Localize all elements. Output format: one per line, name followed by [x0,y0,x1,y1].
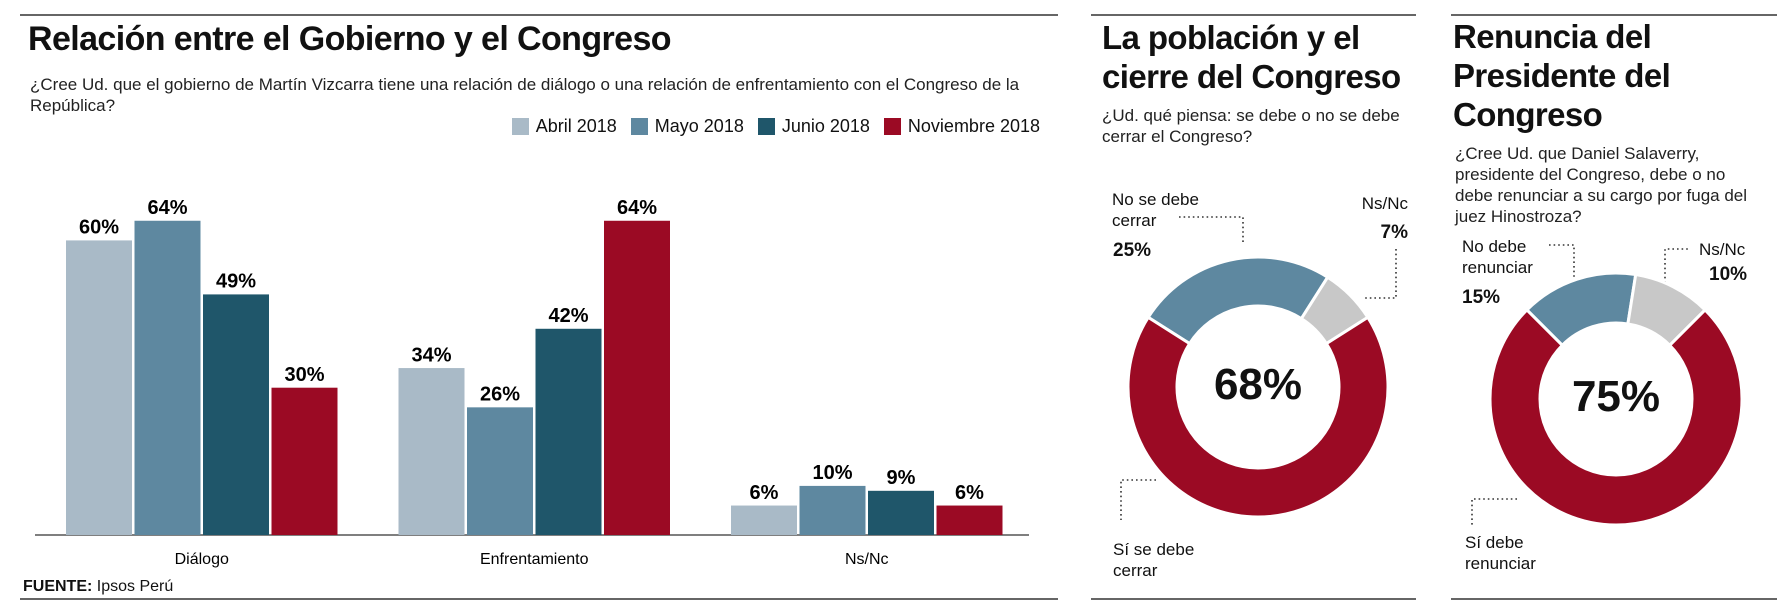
slice-value-label: 7% [1380,222,1408,243]
legend-swatch [511,118,529,135]
legend-item: Abril 2018 [511,116,617,137]
leader-line [1364,249,1397,299]
x-tick-label: Enfrentamiento [480,551,589,568]
legend-label: Mayo 2018 [654,116,744,136]
value-label: 30% [284,364,324,386]
chart-subtitle: ¿Cree Ud. que Daniel Salaverry, presiden… [1455,144,1748,226]
bar [936,505,1003,535]
bar [535,328,602,535]
slice-label: No se debe cerrar [1112,190,1199,230]
legend-swatch [883,118,901,135]
slice-label: Ns/Nc [1361,194,1408,213]
chart-title: Renuncia del Presidente del Congreso [1453,18,1671,133]
x-tick-label: Diálogo [175,551,229,568]
bar [868,490,934,535]
bar [731,505,797,535]
legend: Abril 2018 Mayo 2018 Junio 2018 Noviembre 2… [511,116,1040,137]
value-label: 64% [617,197,657,219]
bar [467,407,533,535]
bar [271,387,338,535]
bar [604,220,670,535]
slice-value-label: 10% [1709,264,1748,285]
value-label: 42% [548,305,588,327]
donut-slice [1488,307,1744,527]
leader-line [1471,498,1517,526]
source-label: FUENTE: [23,578,93,595]
value-label: 9% [887,467,916,489]
center-value-label: 68% [1213,360,1303,409]
x-tick-label: Ns/Nc [845,551,889,568]
value-label: 26% [480,384,520,406]
value-label: 6% [750,482,779,504]
donut-slice [1126,315,1390,519]
value-label: 10% [812,462,852,484]
chart-title: Relación entre el Gobierno y el Congreso [28,20,672,58]
slice-label: Sí se debe cerrar [1113,540,1195,580]
source: FUENTE: Ipsos Perú [23,578,173,596]
value-label: 34% [411,344,451,366]
center-value-label: 75% [1571,372,1661,421]
slice-value-label: 15% [1462,287,1501,308]
value-label: 6% [955,482,984,504]
source-text: Ipsos Perú [96,578,174,595]
slice-label: Sí debe renunciar [1465,533,1536,573]
value-label: 49% [216,271,256,293]
leader-line [1664,248,1690,283]
legend-item: Junio 2018 [757,116,870,137]
donut-slice [1146,255,1330,346]
slice-label: Ns/Nc [1699,240,1746,259]
leader-line [1549,244,1575,277]
legend-item: Mayo 2018 [630,116,744,137]
value-label: 64% [147,197,187,219]
legend-item: Noviembre 2018 [883,116,1040,137]
leader-line [1120,479,1156,520]
legend-swatch [757,118,775,135]
value-label: 60% [79,217,119,239]
chart-title: La población y el cierre del Congreso [1102,19,1401,95]
legend-label: Junio 2018 [781,116,870,136]
legend-label: Noviembre 2018 [907,116,1040,136]
slice-label: No debe renunciar [1462,237,1533,277]
bar [203,294,269,535]
chart-subtitle: ¿Ud. qué piensa: se debe o no se debe ce… [1102,106,1400,146]
bar [134,220,201,535]
legend-label: Abril 2018 [535,116,617,136]
legend-swatch [630,118,648,135]
bar [66,240,132,535]
bar [398,368,465,535]
chart-subtitle: ¿Cree Ud. que el gobierno de Martín Vizc… [30,75,1020,115]
slice-value-label: 25% [1113,240,1152,261]
bar [799,485,866,535]
